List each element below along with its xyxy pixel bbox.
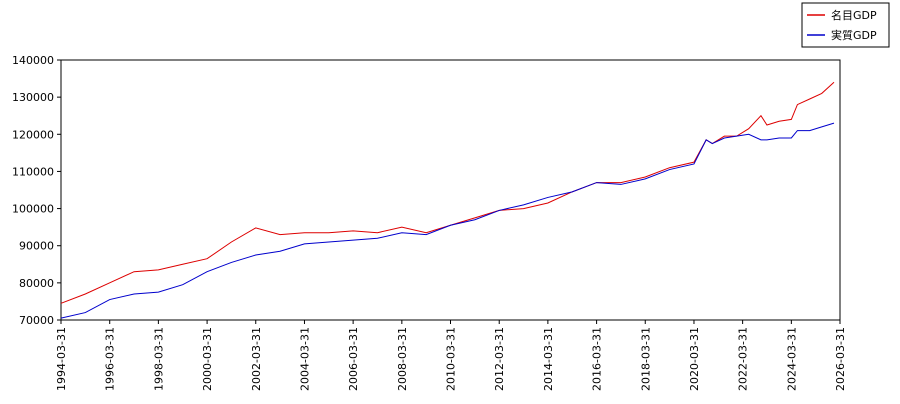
x-tick-label: 1998-03-31 [152,327,165,391]
y-tick-label: 100000 [12,203,54,216]
line-series [60,81,835,304]
x-tick-label: 2020-03-31 [688,327,701,391]
x-tick-label: 2002-03-31 [250,327,263,391]
y-tick-label: 80000 [19,277,54,290]
y-tick-label: 120000 [12,128,54,141]
y-tick-label: 140000 [12,54,54,67]
x-tick-label: 2010-03-31 [445,327,458,391]
x-tick-label: 2004-03-31 [298,327,311,391]
y-tick-label: 130000 [12,91,54,104]
x-tick-label: 2006-03-31 [347,327,360,391]
x-tick-label: 2014-03-31 [542,327,555,391]
x-tick-label: 1996-03-31 [104,327,117,391]
x-tick-label: 2024-03-31 [785,327,798,391]
legend-label: 実質GDP [831,28,877,42]
y-tick-label: 90000 [19,240,54,253]
x-tick-label: 2022-03-31 [737,327,750,391]
x-tick-label: 2026-03-31 [834,327,847,391]
legend-box [801,2,890,48]
x-tick-label: 2012-03-31 [493,327,506,391]
x-tick-label: 2008-03-31 [396,327,409,391]
x-tick-label: 2018-03-31 [639,327,652,391]
y-tick-label: 110000 [12,165,54,178]
line-series [60,122,835,319]
legend-label: 名目GDP [831,8,877,22]
y-tick-label: 70000 [19,314,54,327]
x-tick-label: 2016-03-31 [591,327,604,391]
x-tick-label: 2000-03-31 [201,327,214,391]
x-tick-label: 1994-03-31 [55,327,68,391]
